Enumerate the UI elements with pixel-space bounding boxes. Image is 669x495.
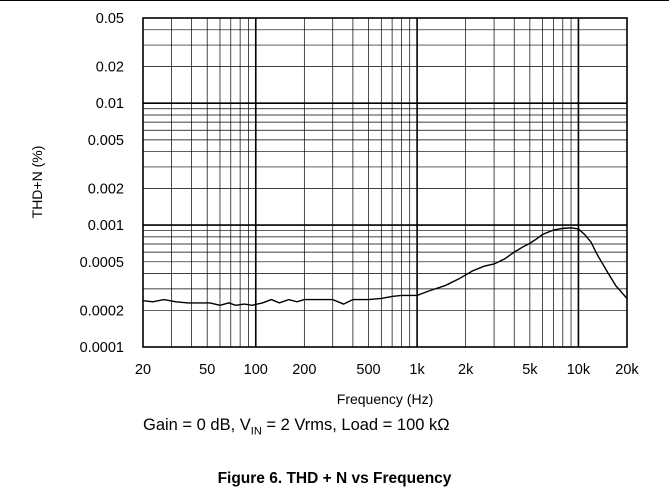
x-tick-label: 20k: [615, 362, 639, 378]
minor-gridlines: [143, 18, 627, 347]
thd-n-series-line: [142, 227, 628, 306]
conditions-suffix: = 2 Vrms, Load = 100 kΩ: [261, 416, 450, 434]
x-tick-label: 500: [356, 362, 380, 378]
x-axis-title: Frequency (Hz): [337, 391, 433, 407]
x-tick-label: 2k: [458, 362, 474, 378]
y-tick-label: 0.01: [96, 96, 124, 112]
y-tick-label: 0.0005: [80, 255, 124, 271]
x-tick-label: 1k: [409, 362, 425, 378]
x-tick-label: 5k: [522, 362, 538, 378]
test-conditions: Gain = 0 dB, VIN = 2 Vrms, Load = 100 kΩ: [143, 416, 643, 437]
x-tick-label: 10k: [567, 362, 591, 378]
y-axis-title: THD+N (%): [29, 146, 45, 219]
y-tick-label: 0.005: [88, 133, 124, 149]
top-rule: [0, 0, 669, 1]
conditions-prefix: Gain = 0 dB, V: [143, 416, 251, 434]
x-tick-label: 200: [292, 362, 316, 378]
major-gridlines: [143, 18, 627, 347]
y-tick-label: 0.0002: [80, 303, 124, 319]
y-tick-labels: 0.0001 0.0002 0.0005 0.001 0.002 0.005 0.01 0.0…: [80, 11, 124, 356]
y-tick-label: 0.0001: [80, 340, 124, 356]
thd-n-chart: 20 50 100 200 500 1k 2k 5k 10k 20k 0.00010.00020.…: [29, 11, 640, 407]
x-tick-labels: 20 50 100 200 500 1k 2k 5k 10k 20k: [135, 362, 640, 378]
conditions-subscript: IN: [250, 425, 262, 438]
x-tick-label: 50: [199, 362, 215, 378]
y-tick-label: 0.002: [88, 181, 124, 197]
y-tick-label: 0.001: [88, 218, 124, 234]
x-tick-label: 100: [244, 362, 268, 378]
plot-frame: [142, 17, 628, 348]
y-tick-label: 0.05: [96, 11, 124, 27]
y-tick-label: 0.02: [96, 60, 124, 76]
x-tick-label: 20: [135, 362, 151, 378]
figure-caption: Figure 6. THD + N vs Frequency: [217, 470, 452, 487]
